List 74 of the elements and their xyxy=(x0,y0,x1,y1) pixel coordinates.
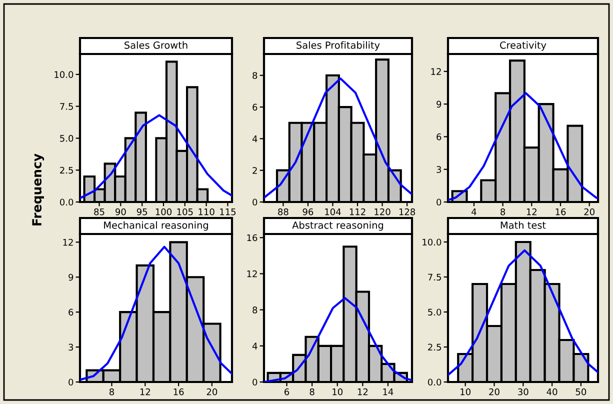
y-tick-label: 16 xyxy=(247,234,258,242)
y-tick-label: 9 xyxy=(68,274,74,281)
x-tick-label: 50 xyxy=(576,388,586,396)
x-tick-label: 100 xyxy=(156,208,172,216)
y-tick-label: 8 xyxy=(252,306,258,314)
y-tick-label: 2.5 xyxy=(428,344,441,351)
y-tick-label: 12 xyxy=(247,270,257,278)
y-tick-label: 6 xyxy=(68,308,74,316)
line-series xyxy=(80,246,232,381)
y-tick-label: 12 xyxy=(63,238,73,246)
y-tick-label: 8 xyxy=(252,72,258,79)
x-tick-label: 16 xyxy=(556,208,566,216)
x-tick-label: 20 xyxy=(489,388,500,396)
y-tick-label: 0 xyxy=(252,378,258,386)
y-tick-label: 3 xyxy=(68,344,74,351)
chart-title: Sales Profitability xyxy=(296,41,380,51)
x-tick-label: 12 xyxy=(526,208,536,216)
y-tick-label: 10.0 xyxy=(54,71,74,78)
x-tick-label: 6 xyxy=(284,388,290,396)
x-tick-label: 20 xyxy=(206,388,218,396)
y-tick-label: 7.5 xyxy=(60,103,73,110)
x-tick-label: 12 xyxy=(358,388,368,396)
x-tick-label: 95 xyxy=(136,208,148,216)
x-tick-label: 96 xyxy=(302,208,314,216)
x-tick-label: 8 xyxy=(109,388,114,396)
chart-title: Abstract reasoning xyxy=(292,221,384,231)
x-tick-label: 4 xyxy=(472,208,476,216)
line-series xyxy=(448,249,598,376)
x-tick-label: 112 xyxy=(350,208,366,216)
line-series xyxy=(80,114,232,200)
x-tick-label: 110 xyxy=(198,208,214,216)
y-tick-label: 0.0 xyxy=(60,198,74,206)
x-tick-label: 40 xyxy=(546,388,558,396)
chart-title: Math test xyxy=(500,221,546,229)
x-tick-label: 16 xyxy=(174,388,184,396)
x-tick-label: 104 xyxy=(325,208,341,216)
y-tick-label: 4 xyxy=(252,136,258,142)
y-tick-label: 0 xyxy=(436,198,442,206)
x-tick-label: 115 xyxy=(220,208,236,216)
y-tick-label: 12 xyxy=(431,68,441,75)
chart-title: Creativity xyxy=(500,41,546,51)
x-tick-label: 105 xyxy=(177,208,193,216)
y-tick-label: 0 xyxy=(252,198,258,206)
y-tick-label: 6 xyxy=(436,133,442,140)
y-tick-label: 5.0 xyxy=(428,308,442,316)
x-tick-label: 8 xyxy=(500,208,506,216)
line-series xyxy=(264,77,412,198)
y-tick-label: 2 xyxy=(252,167,257,174)
x-tick-label: 10 xyxy=(332,388,343,396)
x-tick-label: 14 xyxy=(383,388,394,396)
y-tick-label: 2.5 xyxy=(60,166,73,174)
y-tick-label: 4 xyxy=(252,342,258,350)
y-tick-label: 5.0 xyxy=(60,134,74,142)
x-tick-label: 30 xyxy=(518,388,528,396)
y-tick-label: 0.0 xyxy=(428,378,442,386)
y-tick-label: 7.5 xyxy=(428,274,441,281)
x-tick-label: 8 xyxy=(310,388,314,396)
chart-title: Sales Growth xyxy=(124,41,188,49)
y-axis-title: Frequency xyxy=(32,154,44,226)
x-tick-label: 10 xyxy=(460,388,470,396)
y-tick-label: 0 xyxy=(68,378,74,386)
y-tick-label: 3 xyxy=(436,166,442,173)
x-tick-label: 88 xyxy=(278,208,288,216)
chart-title: Mechanical reasoning xyxy=(104,221,208,231)
y-tick-label: 10.0 xyxy=(422,238,442,246)
line-series xyxy=(448,92,598,201)
x-tick-label: 120 xyxy=(374,208,390,216)
x-tick-label: 12 xyxy=(140,388,150,396)
x-tick-label: 85 xyxy=(94,208,104,216)
x-tick-label: 90 xyxy=(116,208,126,216)
x-tick-label: 128 xyxy=(399,208,416,216)
y-tick-label: 6 xyxy=(252,104,258,111)
x-tick-label: 20 xyxy=(584,208,594,216)
y-tick-label: 9 xyxy=(436,100,442,108)
